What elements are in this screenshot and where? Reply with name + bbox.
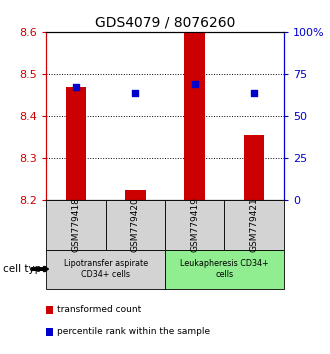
Bar <box>184 32 205 200</box>
Text: GSM779421: GSM779421 <box>249 198 259 252</box>
Point <box>133 90 138 96</box>
Bar <box>125 189 146 200</box>
Text: Lipotransfer aspirate
CD34+ cells: Lipotransfer aspirate CD34+ cells <box>64 259 148 279</box>
Point <box>251 90 257 96</box>
Point <box>73 84 79 89</box>
Text: GSM779418: GSM779418 <box>71 197 81 252</box>
Text: cell type: cell type <box>3 264 48 274</box>
Text: Leukapheresis CD34+
cells: Leukapheresis CD34+ cells <box>180 259 269 279</box>
Text: GSM779419: GSM779419 <box>190 197 199 252</box>
Point <box>192 81 197 87</box>
Bar <box>244 135 265 200</box>
Text: percentile rank within the sample: percentile rank within the sample <box>57 327 210 336</box>
Bar <box>66 86 86 200</box>
Text: GSM779420: GSM779420 <box>131 198 140 252</box>
Text: transformed count: transformed count <box>57 305 141 314</box>
Title: GDS4079 / 8076260: GDS4079 / 8076260 <box>95 15 235 29</box>
